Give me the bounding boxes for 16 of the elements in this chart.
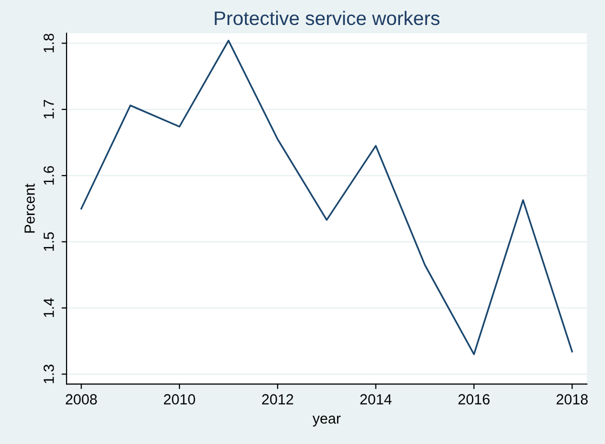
chart-title: Protective service workers — [214, 10, 440, 26]
line-series — [80, 40, 573, 356]
y-tick-label: 1.8 — [44, 34, 54, 52]
x-tick-label: 2010 — [164, 394, 196, 404]
y-tick-label: 1.6 — [44, 166, 54, 185]
x-tick-label: 2008 — [66, 394, 97, 404]
y-tick-label: 1.7 — [44, 100, 54, 118]
y-tick-label: 1.4 — [44, 298, 54, 317]
y-tick-label: 1.3 — [44, 364, 54, 384]
x-tick-label: 2014 — [360, 394, 392, 404]
x-tick-label: 2016 — [458, 394, 490, 404]
x-tick-label: 2012 — [262, 394, 294, 404]
x-axis-title: year — [312, 416, 341, 427]
y-axis-title: Percent — [24, 184, 35, 233]
y-tick-label: 1.5 — [44, 232, 54, 251]
x-tick-label: 2018 — [556, 394, 588, 404]
